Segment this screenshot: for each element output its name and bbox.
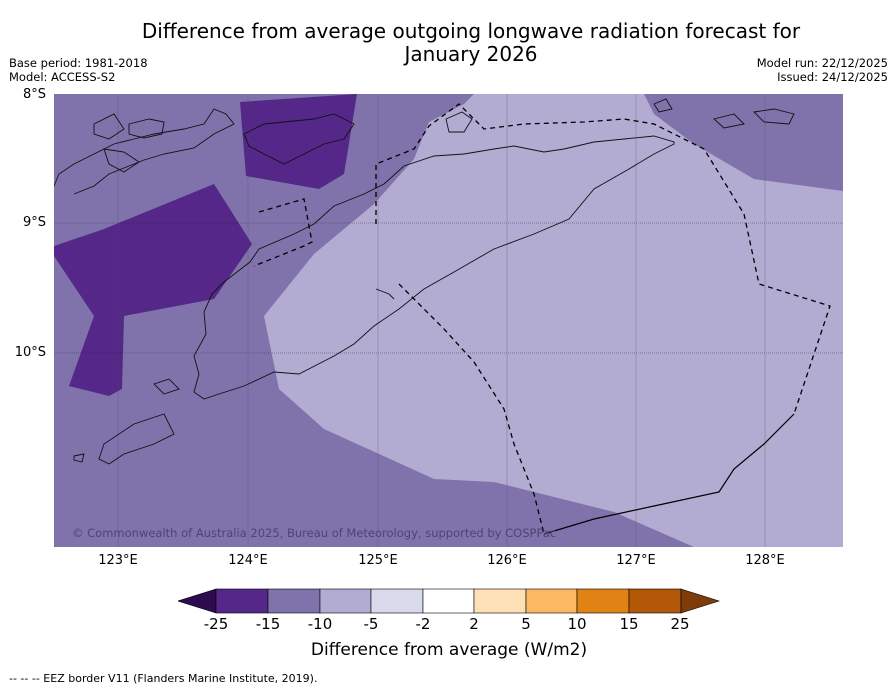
colorbar-bin-8 — [576, 588, 630, 614]
lat-label-10s: 10°S — [14, 345, 46, 360]
eez-legend-note: -- -- -- EEZ border V11 (Flanders Marine… — [9, 672, 318, 685]
lon-label-125: 125°E — [358, 553, 398, 568]
colorbar-bin-3 — [319, 588, 372, 614]
meta-right: Model run: 22/12/2025 Issued: 24/12/2025 — [757, 56, 888, 84]
colorbar-bin-7 — [525, 588, 578, 614]
colorbar-bin-2 — [267, 588, 321, 614]
lat-gridlines — [54, 222, 843, 354]
colorbar-tick: -2 — [415, 615, 431, 633]
lon-label-127: 127°E — [616, 553, 656, 568]
colorbar-tick: -5 — [363, 615, 379, 633]
colorbar-extend-low — [178, 588, 217, 614]
colorbar-tick: -15 — [255, 615, 281, 633]
colorbar-bin-9 — [628, 588, 682, 614]
eez-border-solid — [543, 413, 795, 535]
colorbar-bin-4 — [370, 588, 424, 614]
lon-label-123: 123°E — [98, 553, 138, 568]
colorbar-tick: 2 — [469, 615, 479, 633]
lon-gridlines — [117, 94, 766, 547]
colorbar-bin-6 — [473, 588, 527, 614]
map-svg — [53, 94, 843, 547]
lon-label-128: 128°E — [745, 553, 785, 568]
colorbar-tick: 15 — [619, 615, 639, 633]
model-run: Model run: 22/12/2025 — [756, 56, 888, 70]
eez-border — [253, 103, 831, 535]
lat-label-8s: 8°S — [22, 87, 46, 102]
lon-label-126: 126°E — [487, 553, 527, 568]
colorbar-extend-high — [680, 588, 720, 614]
map-panel[interactable]: © Commonwealth of Australia 2025, Bureau… — [53, 94, 843, 547]
colorbar — [178, 588, 720, 614]
copyright-text: © Commonwealth of Australia 2025, Bureau… — [72, 526, 557, 540]
colorbar-tick: 5 — [521, 615, 531, 633]
base-period: Base period: 1981-2018 — [9, 56, 148, 70]
region-dark-purple-west — [54, 184, 252, 396]
chart-title: Difference from average outgoing longwav… — [0, 20, 896, 66]
title-line-2: January 2026 — [404, 42, 538, 66]
lon-label-124: 124°E — [228, 553, 268, 568]
colorbar-title: Difference from average (W/m2) — [310, 640, 588, 660]
lat-label-9s: 9°S — [22, 215, 46, 230]
region-dark-purple-north — [240, 94, 357, 189]
colorbar-tick: 25 — [670, 615, 690, 633]
region-light-purple — [264, 94, 843, 547]
coastlines — [53, 98, 795, 465]
colorbar-bin-5 — [422, 588, 475, 614]
issued-date: Issued: 24/12/2025 — [777, 70, 888, 84]
colorbar-tick: -10 — [307, 615, 333, 633]
colorbar-tick: 10 — [567, 615, 587, 633]
title-line-1: Difference from average outgoing longwav… — [141, 19, 801, 43]
colorbar-bin-1 — [215, 588, 269, 614]
model-name: Model: ACCESS-S2 — [9, 70, 116, 84]
meta-left: Base period: 1981-2018 Model: ACCESS-S2 — [9, 56, 148, 84]
colorbar-tick: -25 — [203, 615, 229, 633]
